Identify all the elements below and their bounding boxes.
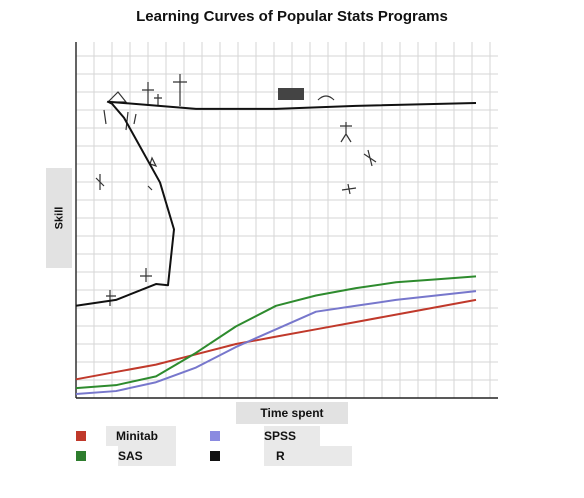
- debris-doodle: [147, 156, 158, 191]
- falling-figure-doodle: [340, 122, 352, 143]
- axes: [75, 42, 498, 399]
- legend-item-sas: SAS: [76, 446, 176, 466]
- cross-doodle: [154, 94, 162, 106]
- legend-item-r: R: [210, 446, 352, 466]
- cross-doodle: [142, 82, 154, 106]
- legend-swatch-r: [210, 451, 220, 461]
- legend-label-spss: SPSS: [264, 426, 320, 446]
- series-lines: [75, 100, 477, 395]
- legend-label-minitab: Minitab: [106, 426, 176, 446]
- cliff-doodles: [95, 74, 377, 306]
- series-line-sas: [75, 275, 477, 390]
- cross-doodle: [173, 74, 187, 106]
- legend-swatch-sas: [76, 451, 86, 461]
- y-axis-label: Skill: [53, 206, 65, 230]
- series-line-minitab: [75, 298, 477, 381]
- series-line-r: [75, 100, 477, 307]
- cliff-hut-doodle: [106, 91, 128, 103]
- legend-label-sas: SAS: [118, 446, 176, 466]
- legend-item-spss: SPSS: [210, 426, 320, 446]
- falling-figure-doodle: [363, 149, 377, 167]
- y-axis-label-box: [46, 168, 72, 268]
- x-axis-label: Time spent: [236, 402, 348, 424]
- falling-figure-doodle: [95, 174, 105, 190]
- series-line-spss: [75, 290, 477, 395]
- chart-title: Learning Curves of Popular Stats Program…: [136, 8, 448, 25]
- legend-swatch-minitab: [76, 431, 86, 441]
- legend-label-r: R: [264, 446, 352, 466]
- climber-doodle: [106, 268, 152, 306]
- falling-figure-doodle: [341, 183, 357, 195]
- rocks-doodle: [317, 95, 335, 101]
- tractor-doodle: [278, 88, 304, 100]
- legend-swatch-spss: [210, 431, 220, 441]
- hanging-figure-doodle: [103, 109, 137, 131]
- legend-item-minitab: Minitab: [76, 426, 176, 446]
